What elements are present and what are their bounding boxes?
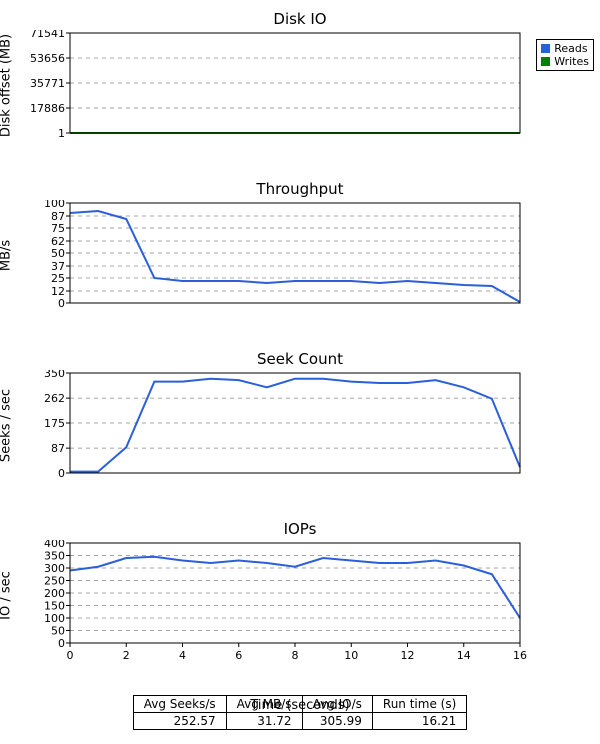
chart-title-iops: IOPs	[0, 520, 600, 538]
svg-text:0: 0	[58, 297, 65, 310]
svg-text:400: 400	[44, 540, 65, 550]
chart-iops: IOPs IO / sec 050100150200250300350400 0 2…	[0, 520, 600, 713]
plot-throughput: 012253750627587100	[0, 200, 600, 315]
chart-title-diskio: Disk IO	[0, 10, 600, 28]
chart-title-throughput: Throughput	[0, 180, 600, 198]
table-row: 252.57 31.72 305.99 16.21	[133, 713, 467, 730]
svg-text:62: 62	[51, 235, 65, 248]
svg-text:12: 12	[51, 285, 65, 298]
stats-header: Avg Seeks/s	[133, 696, 226, 713]
legend-item-writes: Writes	[541, 55, 589, 68]
svg-text:6: 6	[235, 649, 242, 662]
svg-text:8: 8	[292, 649, 299, 662]
plot-diskio: 1 17886 35771 53656 71541	[0, 30, 600, 145]
stats-value: 305.99	[302, 713, 372, 730]
square-icon	[541, 44, 550, 53]
page: { "layout": { "plot_left": 70, "plot_wid…	[0, 0, 600, 744]
svg-text:4: 4	[179, 649, 186, 662]
y-label-throughput: MB/s	[0, 240, 14, 271]
svg-text:10: 10	[344, 649, 358, 662]
square-icon	[541, 57, 550, 66]
svg-text:37: 37	[51, 260, 65, 273]
y-label-iops: IO / sec	[0, 571, 14, 620]
stats-header: Avg MB/s	[226, 696, 302, 713]
stats-header: Avg IO/s	[302, 696, 372, 713]
plot-iops: 050100150200250300350400 0 2 4 6 8 10 12 14 16	[0, 540, 600, 680]
svg-text:250: 250	[44, 575, 65, 588]
table-row: Avg Seeks/s Avg MB/s Avg IO/s Run time (…	[133, 696, 467, 713]
chart-throughput: Throughput MB/s 012253750627587100	[0, 180, 600, 315]
svg-text:35771: 35771	[30, 77, 65, 90]
svg-text:16: 16	[513, 649, 527, 662]
svg-text:175: 175	[44, 417, 65, 430]
svg-text:87: 87	[51, 442, 65, 455]
svg-text:100: 100	[44, 612, 65, 625]
svg-text:75: 75	[51, 222, 65, 235]
svg-text:350: 350	[44, 550, 65, 563]
svg-text:50: 50	[51, 625, 65, 638]
stats-header: Run time (s)	[372, 696, 466, 713]
svg-text:0: 0	[58, 637, 65, 650]
stats-table-wrap: Avg Seeks/s Avg MB/s Avg IO/s Run time (…	[0, 695, 600, 730]
svg-text:1: 1	[58, 127, 65, 140]
svg-text:0: 0	[67, 649, 74, 662]
svg-text:50: 50	[51, 247, 65, 260]
y-label-diskio: Disk offset (MB)	[0, 34, 14, 137]
svg-text:2: 2	[123, 649, 130, 662]
svg-text:14: 14	[457, 649, 471, 662]
chart-title-seekcount: Seek Count	[0, 350, 600, 368]
svg-text:25: 25	[51, 272, 65, 285]
svg-text:100: 100	[44, 200, 65, 210]
svg-text:350: 350	[44, 370, 65, 380]
stats-table: Avg Seeks/s Avg MB/s Avg IO/s Run time (…	[133, 695, 468, 730]
legend: Reads Writes	[536, 39, 594, 71]
svg-text:262: 262	[44, 392, 65, 405]
svg-text:17886: 17886	[30, 102, 65, 115]
svg-text:0: 0	[58, 467, 65, 480]
stats-value: 252.57	[133, 713, 226, 730]
svg-text:150: 150	[44, 600, 65, 613]
legend-label: Reads	[554, 42, 587, 55]
svg-text:87: 87	[51, 210, 65, 223]
y-label-seekcount: Seeks / sec	[0, 389, 14, 462]
chart-seekcount: Seek Count Seeks / sec 0 87 175 262 350	[0, 350, 600, 485]
svg-text:300: 300	[44, 562, 65, 575]
svg-text:53656: 53656	[30, 52, 65, 65]
legend-item-reads: Reads	[541, 42, 589, 55]
stats-value: 16.21	[372, 713, 466, 730]
chart-diskio: Disk IO Disk offset (MB) 1 17886 35771 5365…	[0, 10, 600, 145]
svg-text:200: 200	[44, 587, 65, 600]
svg-text:12: 12	[401, 649, 415, 662]
stats-value: 31.72	[226, 713, 302, 730]
legend-label: Writes	[554, 55, 589, 68]
plot-seekcount: 0 87 175 262 350	[0, 370, 600, 485]
svg-text:71541: 71541	[30, 30, 65, 40]
